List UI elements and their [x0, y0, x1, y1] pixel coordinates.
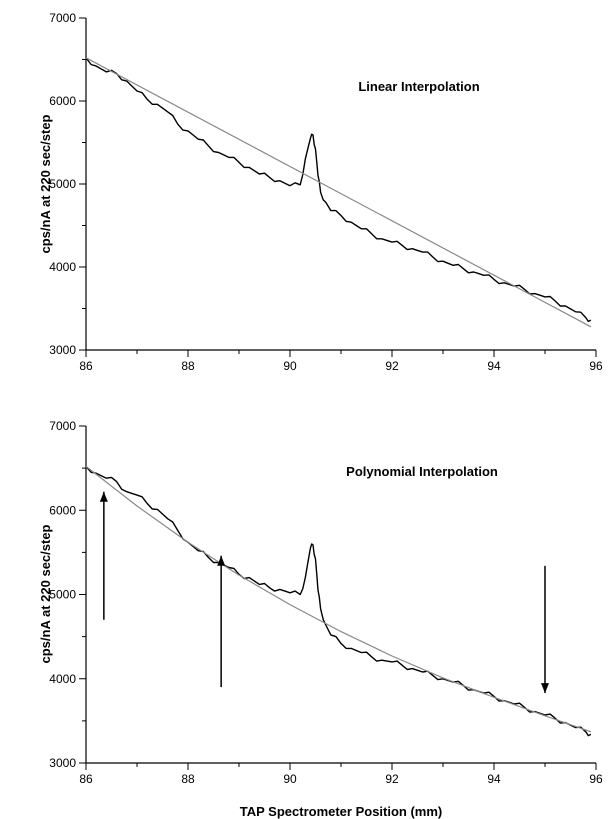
- polynomial-y-tick-label: 3000: [49, 756, 76, 770]
- linear-measured-series: [85, 57, 592, 323]
- linear-y-axis-title: cps/nA at 220 sec/step: [38, 114, 53, 253]
- polynomial-x-tick-label: 92: [385, 772, 399, 786]
- linear-x-tick-label: 94: [487, 359, 501, 373]
- linear-y-tick-label: 4000: [49, 260, 76, 274]
- polynomial-y-axis-title: cps/nA at 220 sec/step: [38, 524, 53, 663]
- polynomial-x-tick-label: 90: [283, 772, 297, 786]
- linear-fit-series: [85, 57, 592, 328]
- linear-axes: 3000 4000 5000 6000 7000 86 88 90 92 94 96: [49, 11, 603, 373]
- polynomial-y-tick-label: 4000: [49, 672, 76, 686]
- linear-y-tick-label: 6000: [49, 94, 76, 108]
- polynomial-x-tick-label: 94: [487, 772, 501, 786]
- polynomial-arrow-3: [541, 565, 549, 694]
- polynomial-measured-series: [85, 465, 592, 737]
- polynomial-y-tick-label: 6000: [49, 503, 76, 517]
- linear-x-tick-label: 88: [181, 359, 195, 373]
- polynomial-x-tick-label: 86: [79, 772, 93, 786]
- polynomial-arrow-1: [99, 491, 108, 620]
- linear-chart: cps/nA at 220 sec/step Linear Interpolat…: [38, 11, 603, 373]
- polynomial-arrow-2: [217, 555, 226, 688]
- linear-y-tick-label: 7000: [49, 11, 76, 25]
- polynomial-annotation: Polynomial Interpolation: [346, 464, 498, 479]
- polynomial-y-tick-label: 5000: [49, 588, 76, 602]
- polynomial-y-tick-label: 7000: [49, 419, 76, 433]
- polynomial-fit-series: [85, 465, 592, 733]
- polynomial-axes: 3000 4000 5000 6000 7000 86 88 90 92 94 96: [49, 419, 603, 786]
- polynomial-x-tick-label: 88: [181, 772, 195, 786]
- polynomial-x-axis-title: TAP Spectrometer Position (mm): [240, 804, 443, 819]
- linear-x-tick-label: 90: [283, 359, 297, 373]
- linear-x-tick-label: 86: [79, 359, 93, 373]
- linear-y-tick-label: 5000: [49, 177, 76, 191]
- linear-annotation: Linear Interpolation: [358, 79, 479, 94]
- linear-x-tick-label: 96: [589, 359, 603, 373]
- polynomial-x-tick-label: 96: [589, 772, 603, 786]
- polynomial-chart: cps/nA at 220 sec/step Polynomial Interp…: [38, 419, 603, 819]
- linear-y-tick-label: 3000: [49, 343, 76, 357]
- linear-x-tick-label: 92: [385, 359, 399, 373]
